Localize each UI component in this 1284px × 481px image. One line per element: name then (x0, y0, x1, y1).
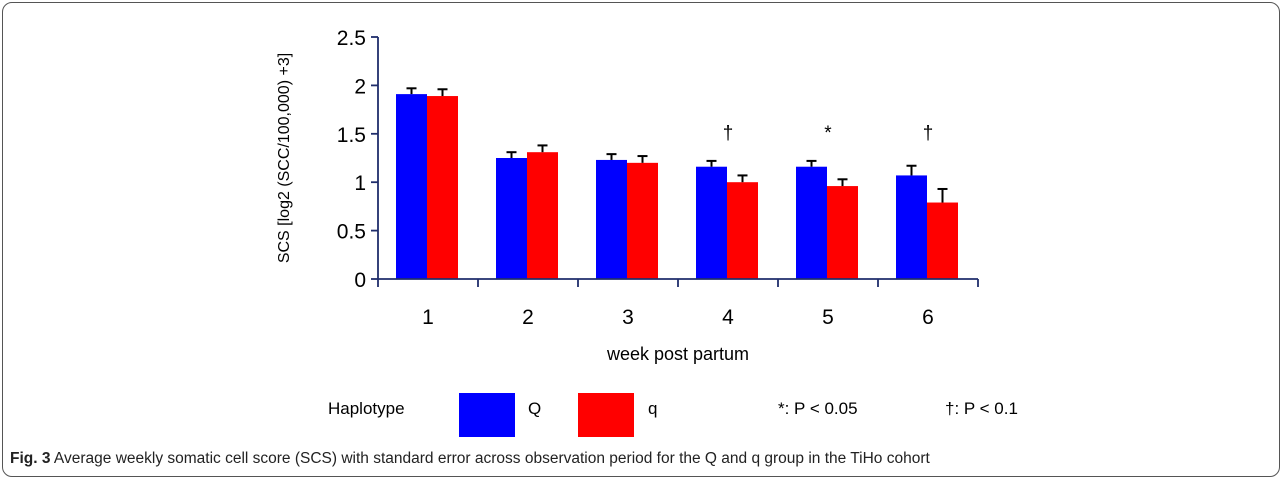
bar-q-week-6 (927, 202, 958, 279)
significance-note: *: P < 0.05 (778, 399, 858, 418)
error-bars-group (406, 87, 948, 203)
annotations-group: † * † (723, 123, 934, 144)
trend-note: †: P < 0.1 (945, 399, 1018, 418)
caption-text: Average weekly somatic cell score (SCS) … (50, 450, 930, 467)
x-axis-label: week post partum (606, 344, 749, 364)
bar-Q-week-1 (396, 94, 427, 279)
bar-Q-week-6 (896, 175, 927, 279)
x-tick-label: 3 (622, 306, 634, 329)
y-tick-label: 2.5 (337, 27, 366, 50)
significance-mark-week-4: † (723, 123, 734, 144)
x-tick-label: 5 (822, 306, 834, 329)
caption-label: Fig. 3 (10, 450, 51, 467)
legend-label-Q: Q (528, 399, 542, 418)
significance-mark-week-5: * (824, 123, 832, 144)
legend-label-q: q (648, 399, 658, 418)
bar-Q-week-5 (796, 166, 827, 279)
x-ticks-group: 1 2 3 4 5 6 (377, 279, 979, 329)
y-tick-label: 0.5 (337, 221, 366, 244)
legend-swatch-Q (459, 393, 515, 437)
x-tick-label: 2 (522, 306, 534, 329)
x-tick-label: 1 (422, 306, 434, 329)
y-axis-label: SCS [log2 (SCC/100,000) +3] (276, 53, 293, 263)
x-tick-label: 6 (922, 306, 934, 329)
bars-group (396, 94, 958, 279)
bar-q-week-5 (827, 186, 858, 279)
y-ticks-group: 0 0.5 1 1.5 2 2.5 (337, 27, 378, 292)
legend-title: Haplotype (328, 399, 405, 418)
bar-q-week-2 (527, 152, 558, 279)
bar-Q-week-4 (696, 166, 727, 279)
y-tick-label: 1.5 (337, 124, 366, 147)
bar-q-week-1 (427, 96, 458, 279)
bar-Q-week-2 (496, 158, 527, 279)
legend-swatch-q (578, 393, 634, 437)
y-tick-label: 2 (354, 75, 366, 98)
bar-Q-week-3 (596, 159, 627, 279)
significance-mark-week-6: † (923, 123, 934, 144)
bar-q-week-3 (627, 162, 658, 279)
figure-caption: Fig. 3 Average weekly somatic cell score… (10, 450, 1270, 468)
x-tick-label: 4 (722, 306, 734, 329)
y-tick-label: 1 (354, 172, 366, 195)
bar-chart: † * † 0 0.5 1 1.5 2 2.5 1 2 3 4 5 6 week post partum… (276, 27, 979, 364)
bar-q-week-4 (727, 182, 758, 279)
y-tick-label: 0 (354, 269, 366, 292)
